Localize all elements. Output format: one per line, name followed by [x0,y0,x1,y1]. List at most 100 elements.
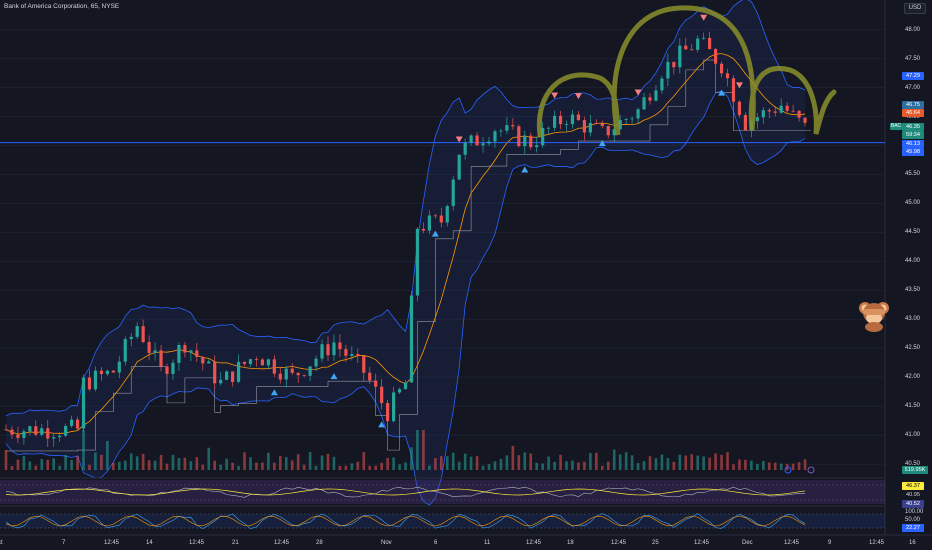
volume-bar [177,457,181,470]
volume-bar [261,462,264,470]
candle-body [93,370,98,390]
time-tick-label: 6 [434,540,438,546]
candle-body [612,129,616,136]
candle-body [797,110,801,118]
volume-bar [129,453,133,470]
candle-body [791,110,795,112]
candle-body [46,428,50,439]
candle-body [588,122,592,133]
candle-body [260,359,265,366]
candle-body [397,389,402,393]
volume-bar [219,464,222,470]
volume-bar [732,464,735,470]
volume-bar [362,452,366,470]
candle-body [141,326,145,343]
trailing-stop-line [6,59,811,452]
volume-bar [779,463,783,470]
volume-bar [553,461,556,470]
buy-signal-arrow [521,166,529,173]
volume-bar [112,462,115,470]
candle-body [481,143,485,146]
candle-body [654,90,658,101]
volume-bar [738,459,741,470]
volume-bar [380,462,383,470]
volume-bar [410,447,413,470]
candle-body [421,228,426,231]
candle-body [517,126,521,147]
candle-body [111,370,115,373]
volume-bar [58,465,61,470]
indicator1-signal [5,488,806,496]
candle-body [755,117,759,122]
volume-bar [201,464,205,470]
candle-body [236,361,241,382]
volume-bar [374,465,378,470]
volume-bar [767,462,771,470]
candle-body [547,127,551,129]
volume-bar [547,456,550,470]
price-tick-label: 47.50 [905,55,921,62]
volume-bar [499,458,503,470]
volume-bar [797,462,801,470]
volume-bar [428,465,431,470]
volume-bar [708,457,711,470]
volume-bar [123,460,127,470]
volume-bar [88,464,91,470]
currency-button[interactable]: USD [904,3,926,14]
candle-body [499,130,503,132]
candle-body [99,370,104,375]
volume-bar [618,454,622,470]
candle-body [582,120,587,133]
candle-body [58,435,62,438]
volume-bar [207,447,211,470]
candle-body [374,380,378,387]
candle-body [28,426,32,432]
volume-bar [70,459,73,470]
sell-signal-arrow [551,92,559,99]
candle-body [523,135,527,147]
candle-body [135,326,139,337]
candle-body [767,110,771,112]
volume-bar [326,453,330,470]
candle-body [696,38,700,50]
indicator1-tag: 40.95 [902,491,924,499]
volume-bar [422,430,425,470]
candle-body [302,375,306,376]
volume-bar [135,456,139,470]
candle-body [541,128,545,146]
time-tick-label: 12:45 [526,540,542,546]
time-tick-label: ct [0,540,3,546]
volume-bar [434,458,437,470]
volume-bar [273,462,276,470]
candle-body [606,126,610,136]
volume-bar [350,463,354,470]
volume-bar [398,464,401,470]
volume-bar [672,461,676,470]
volume-bar [541,463,544,470]
volume-bar [773,462,777,470]
indicator1-tag: 40.52 [902,500,924,508]
candle-body [308,366,312,376]
candle-body [225,371,229,380]
buy-signal-arrow [598,140,606,147]
candle-body [4,429,8,431]
volume-bar [237,465,240,470]
candle-body [535,145,539,148]
candle-body [219,379,223,384]
candle-body [678,45,682,68]
indicator2-d [5,515,806,527]
price-tick-label: 47.00 [905,84,921,91]
volume-bar [589,453,592,470]
indicator1-tag: 46.37 [902,482,924,490]
volume-bar [416,430,419,470]
volume-bar [22,455,26,470]
volume-bar [451,452,455,470]
volume-bar [159,454,163,470]
candle-body [391,392,396,422]
time-tick-label: 12:45 [104,540,120,546]
volume-bar [189,461,193,470]
time-tick-label: 12:45 [611,540,627,546]
volume-bar [308,452,312,470]
time-tick-label: 12:45 [189,540,205,546]
